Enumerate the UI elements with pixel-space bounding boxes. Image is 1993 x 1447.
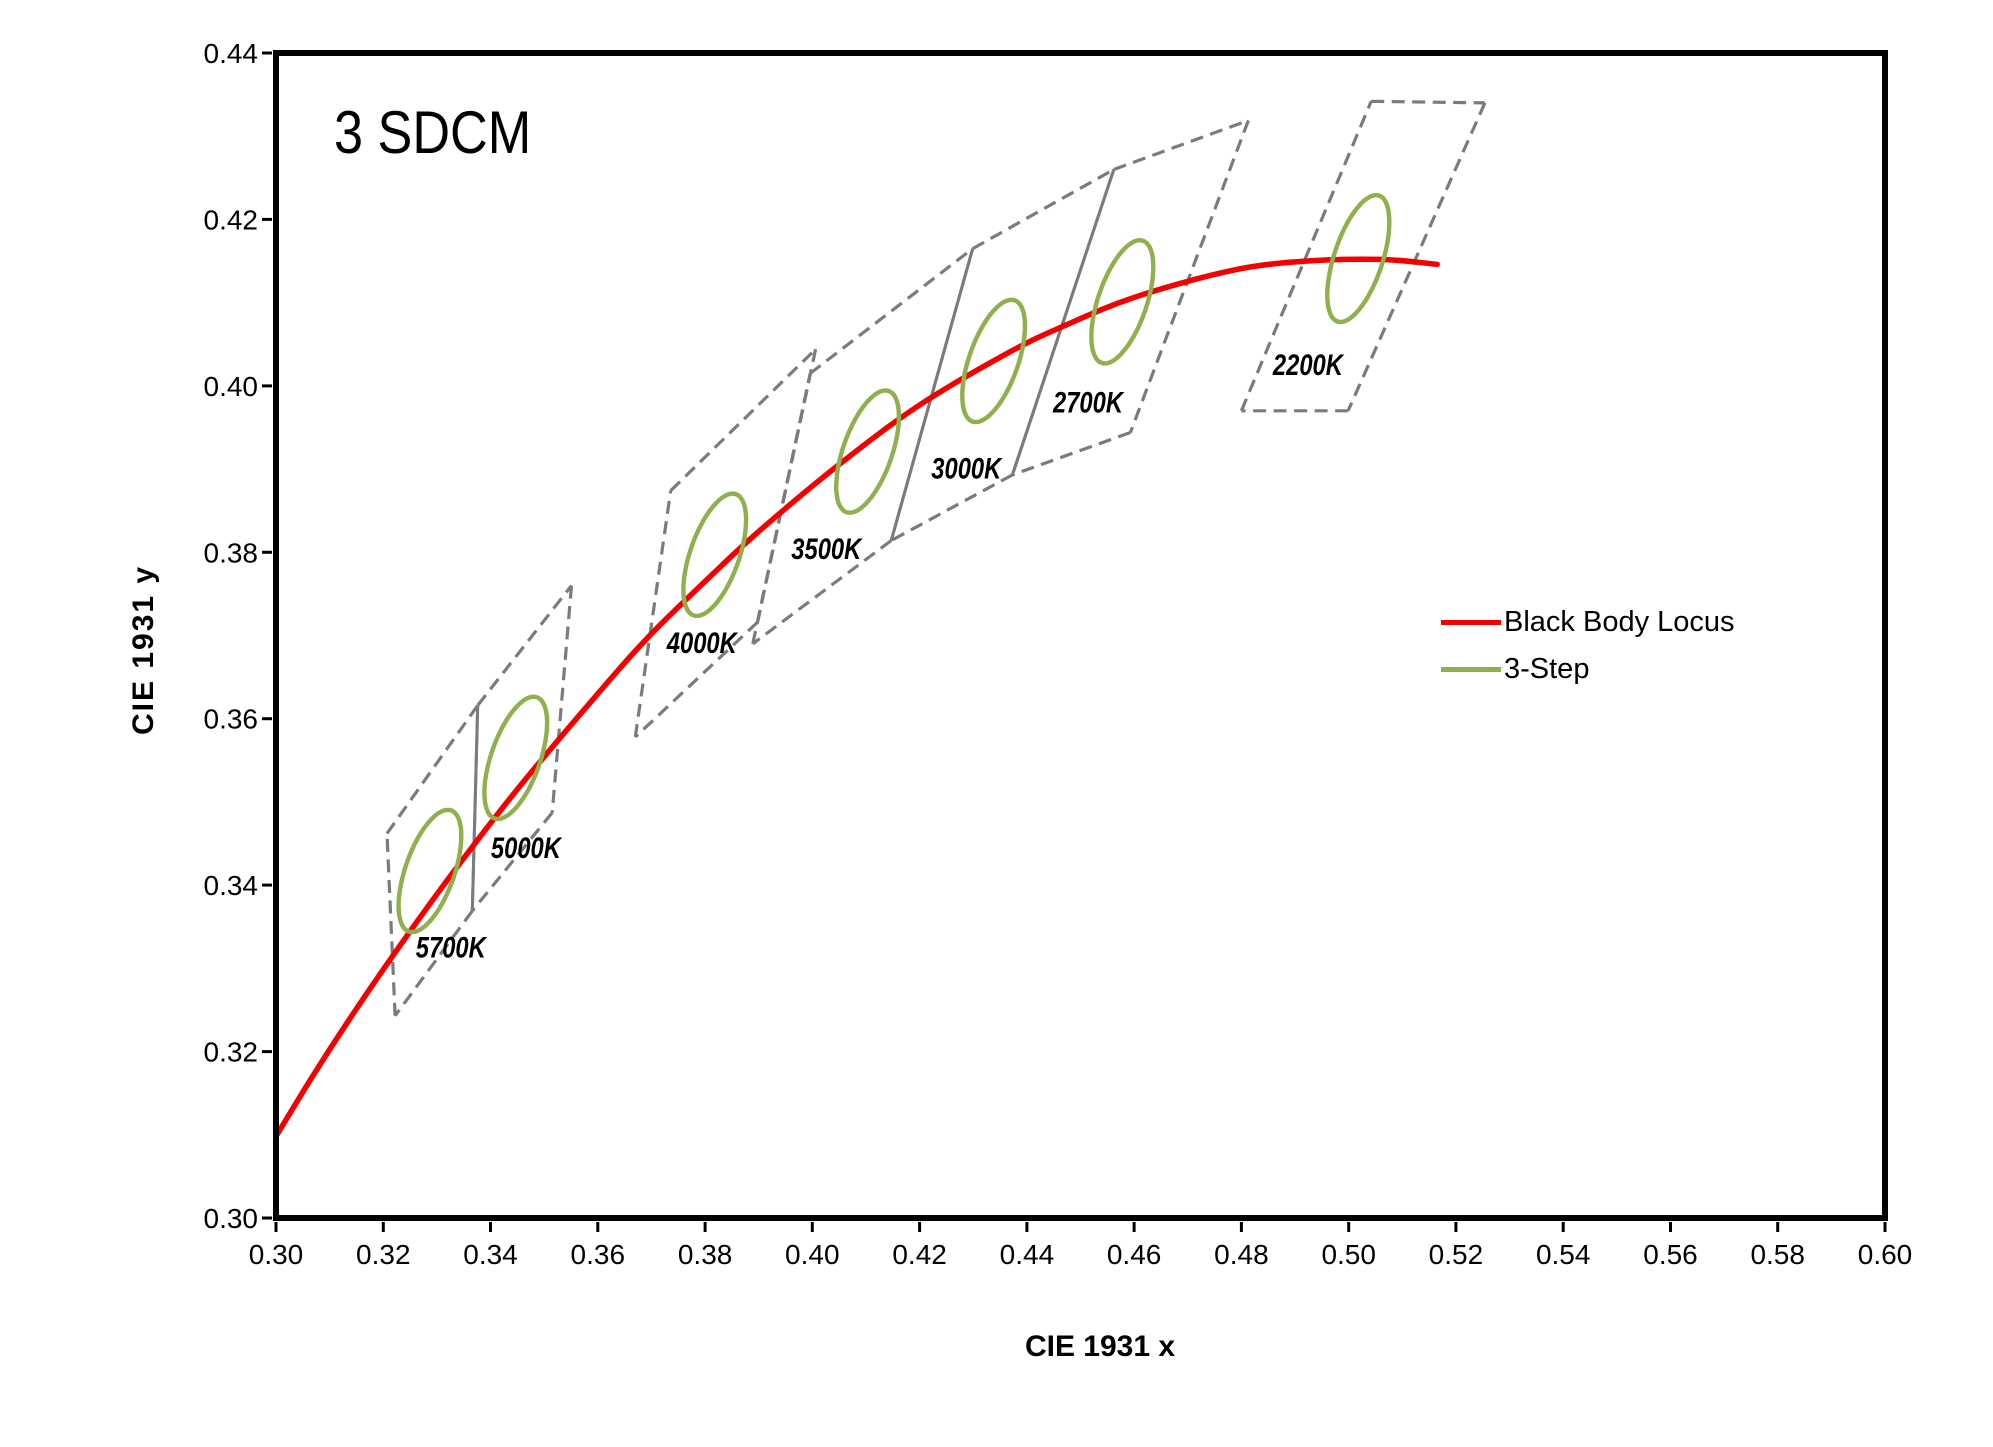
y-tick-label: 0.34 (204, 870, 259, 901)
y-tick-label: 0.38 (204, 537, 259, 568)
bin-quad-2700k-solid-edges (1010, 169, 1116, 476)
macadam-ellipse-4000k (681, 491, 749, 619)
legend-label-black-body-locus: Black Body Locus (1504, 605, 1735, 638)
macadam-ellipse-5000k (482, 694, 550, 822)
bin-quad-5700k-dashed-edges (385, 704, 480, 1017)
macadam-ellipse-3500k (833, 388, 902, 515)
bin-quad-5000k-solid-edges (470, 705, 480, 911)
macadam-ellipse-2700k (1089, 237, 1156, 366)
x-axis-title: CIE 1931 x (1024, 1330, 1176, 1363)
legend-label-3-step: 3-Step (1504, 652, 1590, 685)
bin-label-3000k: 3000K (931, 452, 1003, 485)
bin-quad-4000k-dashed-edges (633, 348, 818, 739)
x-tick-label: 0.32 (356, 1239, 411, 1270)
x-tick-label: 0.30 (249, 1239, 304, 1270)
x-tick-label: 0.38 (678, 1239, 733, 1270)
legend: Black Body Locus 3-Step (1441, 605, 1735, 685)
y-tick-label: 0.30 (204, 1203, 259, 1234)
x-tick-label: 0.36 (571, 1239, 626, 1270)
x-tick-label: 0.60 (1858, 1239, 1913, 1270)
plot-border (273, 50, 1888, 1221)
legend-item-black-body-locus: Black Body Locus (1441, 605, 1735, 638)
bin-label-3500k: 3500K (791, 533, 863, 566)
macadam-ellipse-3000k (960, 297, 1028, 425)
bin-quad-3000k-dashed-edges (890, 168, 1115, 543)
y-tick-label: 0.36 (204, 704, 259, 735)
y-tick-label: 0.42 (204, 204, 259, 235)
x-tick-label: 0.40 (785, 1239, 840, 1270)
bin-quad-2200k-dashed-edges (1239, 99, 1487, 413)
y-tick-label: 0.44 (204, 38, 259, 69)
legend-swatch-3-step (1441, 666, 1501, 672)
bin-label-5700k: 5700K (416, 932, 488, 965)
bin-label-2700k: 2700K (1052, 387, 1125, 420)
bin-label-4000k: 4000K (666, 627, 739, 660)
legend-swatch-black-body-locus (1441, 619, 1501, 625)
x-tick-label: 0.46 (1107, 1239, 1162, 1270)
x-tick-label: 0.50 (1321, 1239, 1376, 1270)
macadam-ellipse-2200k (1325, 192, 1392, 325)
bin-label-5000k: 5000K (491, 832, 563, 865)
bin-quad-3500k-dashed-edges (751, 247, 974, 646)
y-tick-label: 0.40 (204, 371, 259, 402)
bin-quad-5000k-dashed-edges (471, 584, 574, 912)
x-tick-label: 0.56 (1643, 1239, 1698, 1270)
x-tick-label: 0.52 (1429, 1239, 1484, 1270)
x-tick-label: 0.54 (1536, 1239, 1591, 1270)
legend-item-3-step: 3-Step (1441, 652, 1735, 685)
y-tick-label: 0.32 (204, 1037, 259, 1068)
black-body-locus-curve (273, 256, 1440, 1140)
x-tick-label: 0.34 (463, 1239, 518, 1270)
x-tick-label: 0.48 (1214, 1239, 1269, 1270)
x-tick-label: 0.42 (892, 1239, 947, 1270)
x-tick-label: 0.58 (1750, 1239, 1805, 1270)
bin-label-2200k: 2200K (1272, 349, 1345, 382)
x-tick-label: 0.44 (1000, 1239, 1055, 1270)
macadam-ellipse-5700k (396, 807, 464, 935)
y-axis-title: CIE 1931 y (127, 564, 160, 735)
chart-title: 3 SDCM (334, 99, 532, 166)
bin-quad-2700k-dashed-edges (1011, 118, 1250, 477)
